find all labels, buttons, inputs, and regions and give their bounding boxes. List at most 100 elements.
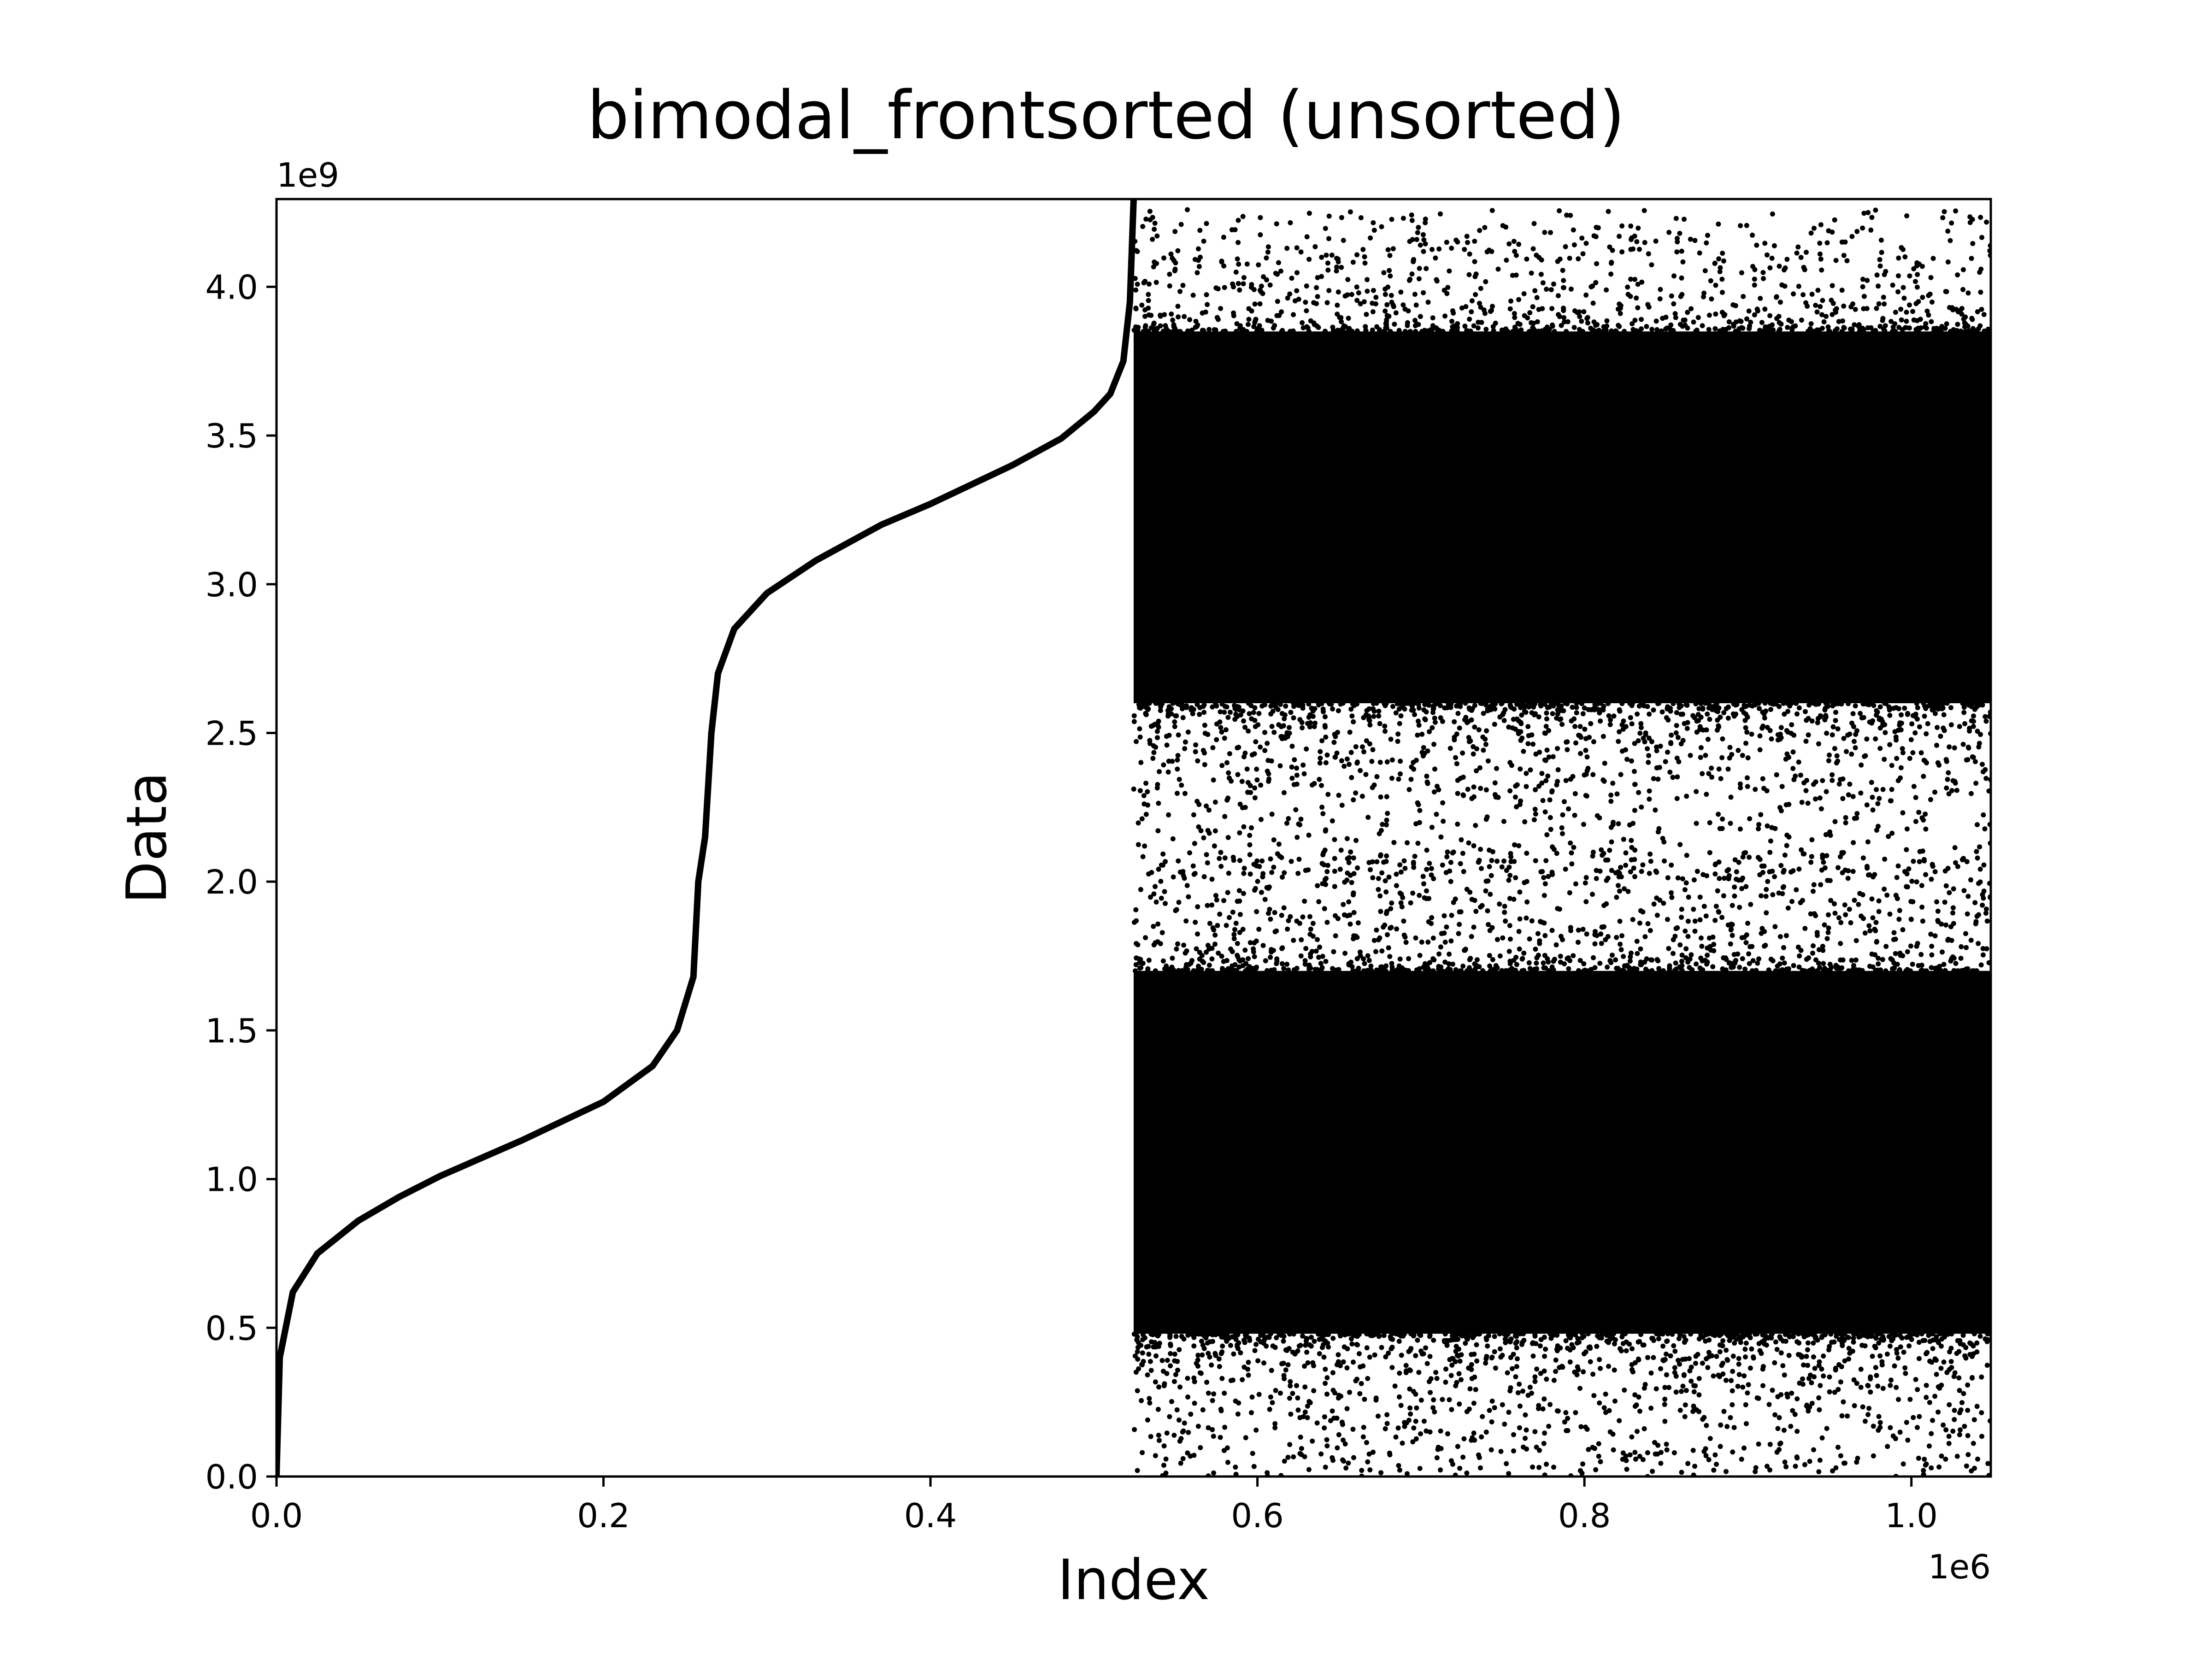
scatter-point [1132, 239, 1138, 244]
scatter-point [1629, 1434, 1635, 1440]
scatter-point [1856, 322, 1862, 327]
scatter-point [1464, 1409, 1470, 1414]
scatter-point [1896, 325, 1902, 330]
scatter-point [1568, 212, 1573, 218]
scatter-point [1489, 1398, 1495, 1404]
scatter-point [1253, 739, 1259, 745]
scatter-point [1874, 306, 1879, 311]
scatter-point [1832, 217, 1837, 223]
scatter-point [1324, 1443, 1330, 1448]
scatter-point [1560, 831, 1565, 836]
scatter-point [1680, 712, 1685, 717]
scatter-point [1919, 1331, 1924, 1336]
scatter-point [1354, 701, 1359, 707]
scatter-point [1408, 777, 1414, 782]
scatter-point [1923, 872, 1929, 877]
scatter-point [1205, 942, 1211, 948]
scatter-point [1921, 1468, 1926, 1473]
scatter-point [1224, 923, 1229, 928]
scatter-point [1653, 318, 1659, 324]
scatter-point [1278, 268, 1283, 274]
scatter-point [1518, 720, 1524, 725]
scatter-point [1403, 329, 1408, 334]
scatter-point [1670, 775, 1676, 780]
scatter-point [1897, 1430, 1903, 1435]
scatter-point [1660, 1343, 1666, 1349]
scatter-point [1646, 753, 1652, 759]
scatter-point [1479, 320, 1484, 325]
scatter-point [1576, 940, 1581, 945]
scatter-point [1734, 1336, 1739, 1342]
scatter-point [1494, 965, 1500, 971]
scatter-point [1741, 1445, 1747, 1451]
scatter-point [1397, 862, 1403, 868]
scatter-point [1762, 700, 1768, 706]
scatter-point [1625, 292, 1631, 297]
scatter-point [1254, 965, 1259, 970]
scatter-point [1575, 310, 1580, 315]
scatter-point [1349, 329, 1355, 334]
scatter-point [1389, 1365, 1395, 1370]
scatter-point [1590, 849, 1596, 855]
scatter-point [1469, 1362, 1474, 1367]
scatter-point [1153, 899, 1159, 905]
scatter-point [1644, 324, 1649, 329]
scatter-point [1131, 719, 1137, 724]
scatter-point [1218, 1435, 1223, 1440]
scatter-point [1209, 946, 1215, 951]
scatter-point [1382, 922, 1388, 928]
scatter-point [1818, 222, 1824, 228]
scatter-point [1318, 967, 1324, 973]
scatter-point [1629, 237, 1634, 242]
scatter-point [1949, 788, 1955, 794]
scatter-point [1725, 766, 1731, 772]
scatter-point [1704, 792, 1709, 797]
scatter-point [1365, 288, 1370, 294]
scatter-point [1977, 879, 1983, 885]
scatter-point [1572, 724, 1577, 729]
scatter-point [1499, 968, 1505, 973]
scatter-point [1354, 956, 1360, 961]
scatter-point [1180, 715, 1186, 720]
scatter-point [1300, 762, 1306, 768]
scatter-point [1826, 328, 1832, 333]
scatter-point [1761, 276, 1766, 281]
scatter-point [1979, 235, 1984, 240]
scatter-point [1370, 875, 1376, 881]
scatter-point [1830, 703, 1835, 709]
scatter-point [1427, 729, 1432, 735]
scatter-point [1856, 902, 1861, 907]
scatter-point [1968, 877, 1973, 882]
scatter-point [1579, 1471, 1585, 1476]
scatter-point [1320, 1336, 1325, 1342]
scatter-point [1319, 274, 1324, 279]
scatter-point [1254, 328, 1260, 334]
scatter-point [1628, 715, 1633, 720]
scatter-point [1306, 1399, 1312, 1404]
scatter-point [1481, 711, 1486, 716]
scatter-point [1546, 959, 1551, 965]
scatter-point [1212, 843, 1217, 849]
scatter-point [1140, 1450, 1145, 1455]
scatter-point [1878, 1331, 1883, 1336]
scatter-point [1781, 1428, 1787, 1433]
scatter-point [1791, 777, 1797, 782]
scatter-point [1259, 817, 1264, 822]
scatter-point [1884, 893, 1890, 898]
scatter-point [1413, 1418, 1418, 1424]
scatter-point [1269, 812, 1275, 817]
scatter-point [1858, 1366, 1864, 1372]
scatter-point [1507, 923, 1512, 928]
scatter-point [1466, 840, 1471, 846]
scatter-point [1320, 811, 1326, 817]
scatter-point [1152, 227, 1157, 232]
scatter-point [1904, 1420, 1909, 1425]
scatter-point [1445, 285, 1451, 290]
scatter-point [1944, 785, 1949, 791]
scatter-point [1710, 964, 1716, 970]
scatter-point [1450, 324, 1455, 329]
scatter-point [1344, 836, 1350, 841]
scatter-point [1522, 819, 1528, 824]
scatter-point [1354, 1341, 1359, 1347]
scatter-point [1455, 1444, 1460, 1449]
